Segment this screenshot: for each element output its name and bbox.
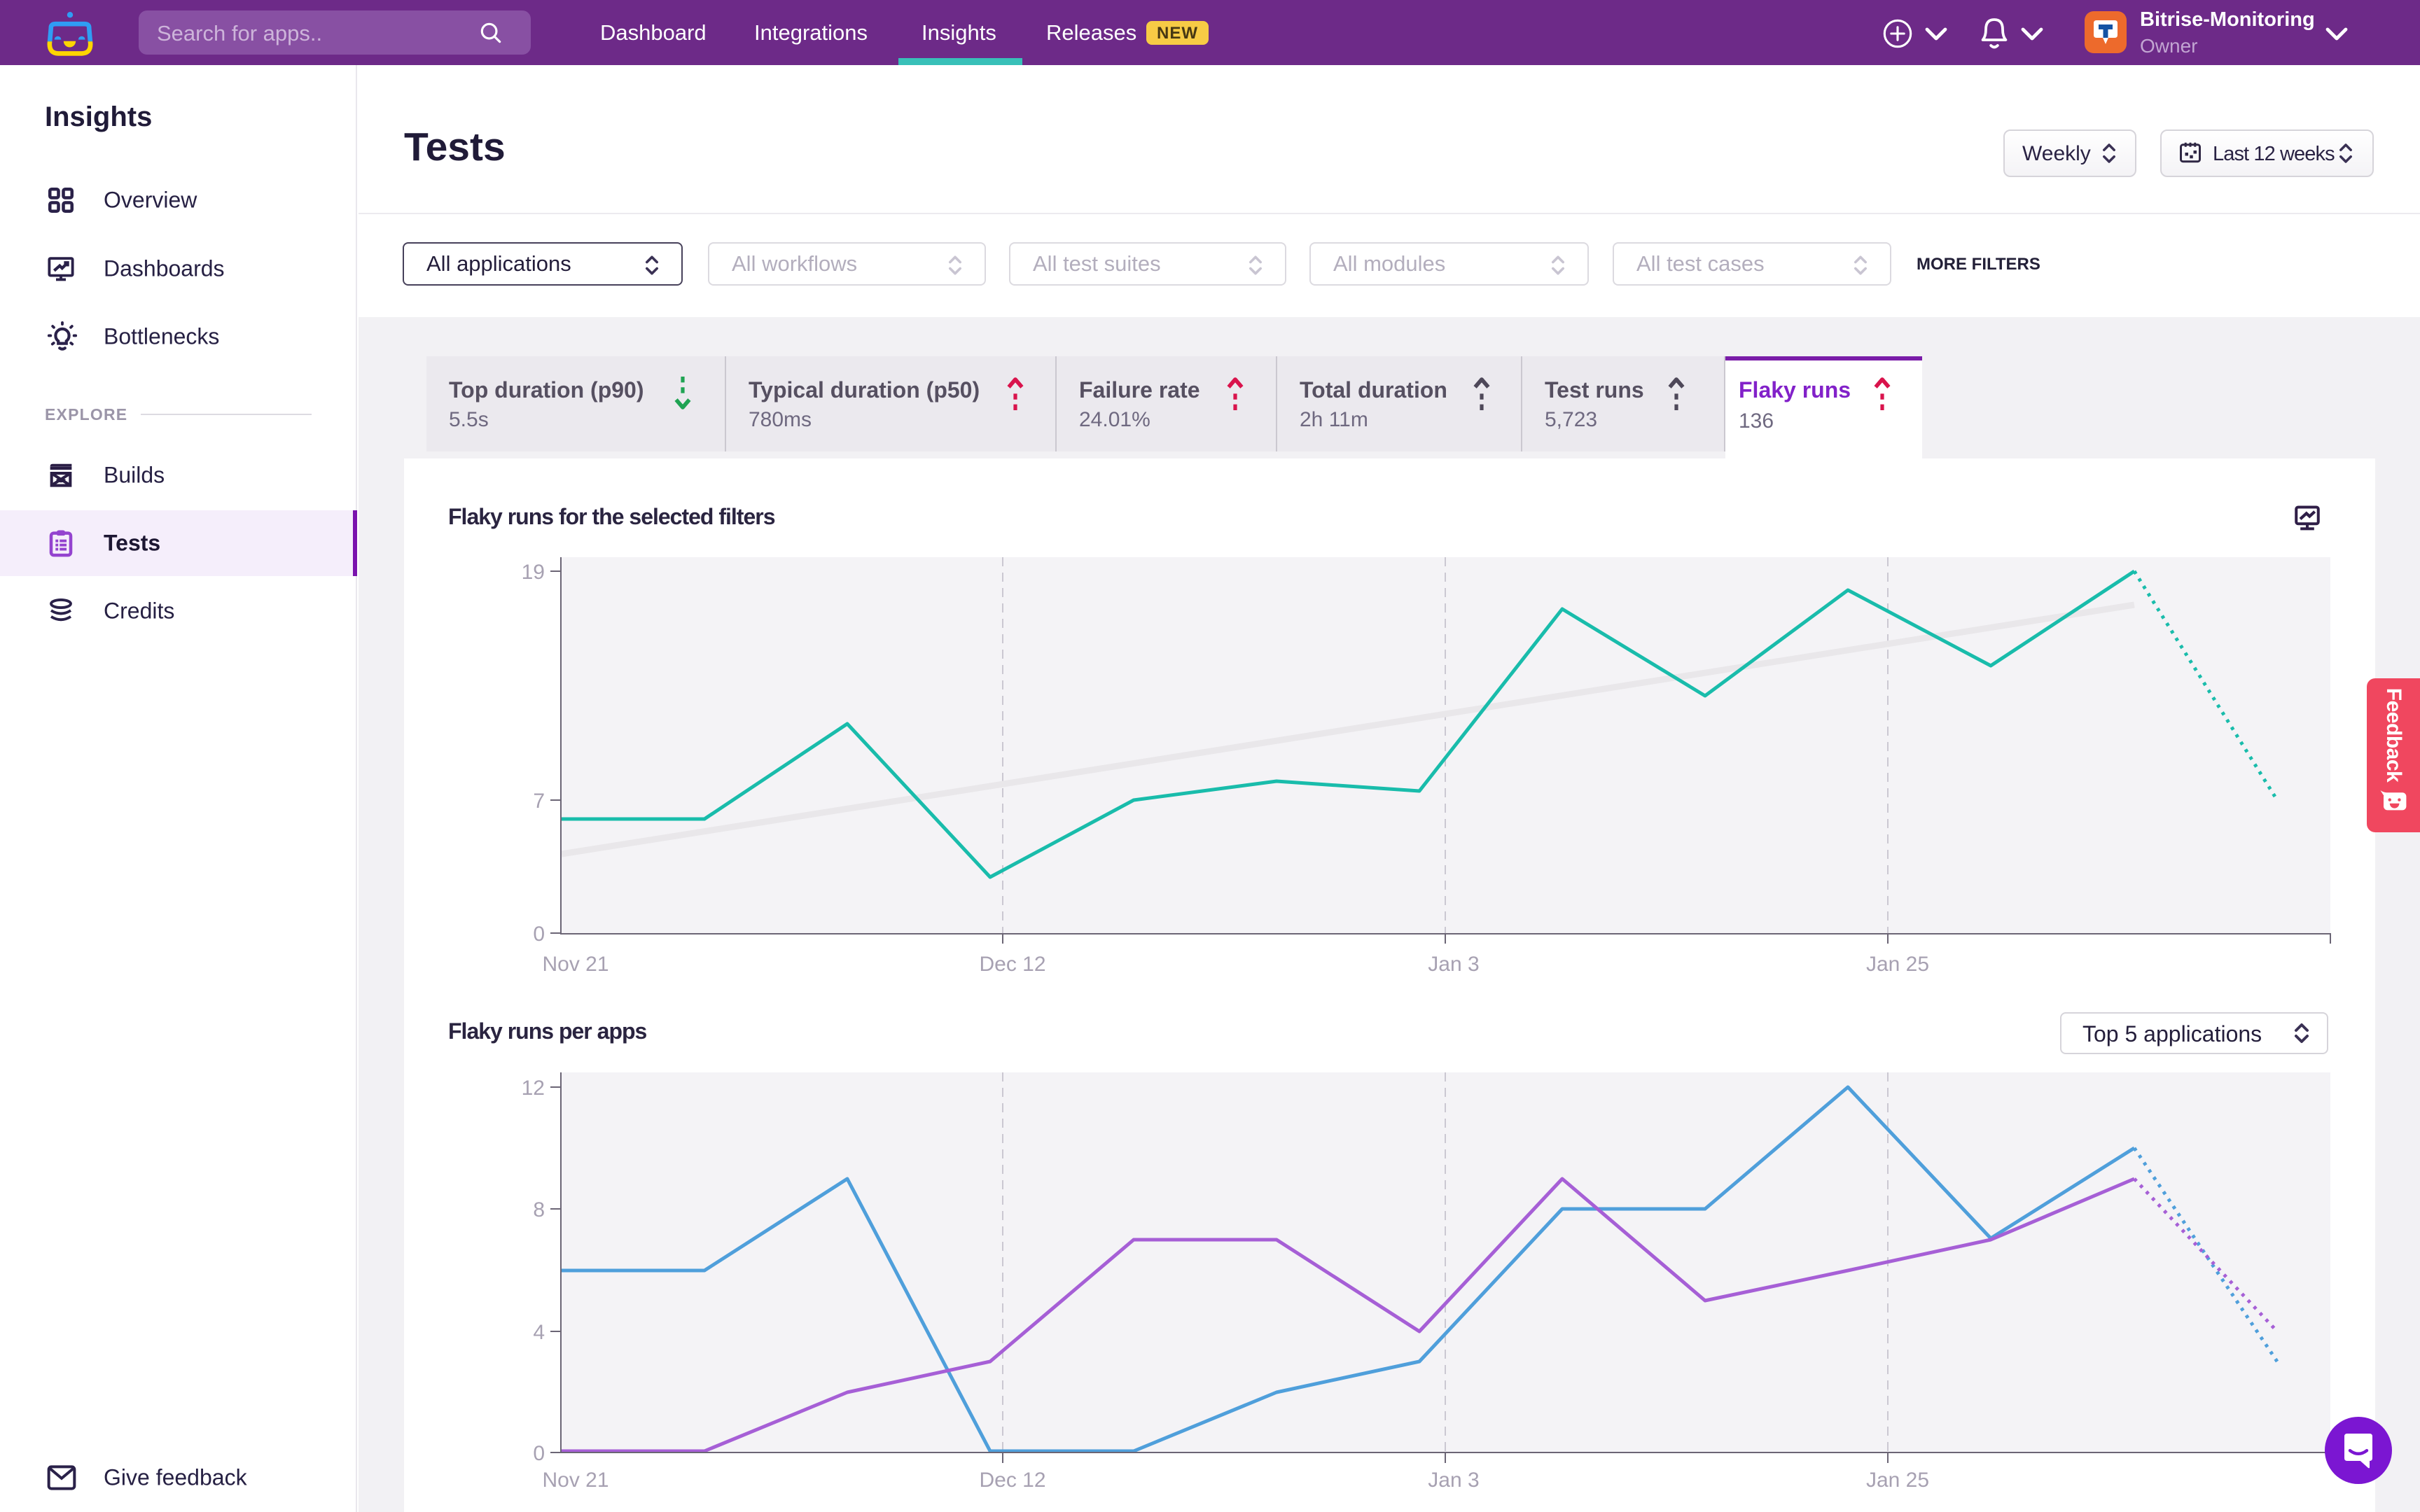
svg-text:8: 8	[533, 1198, 545, 1222]
svg-text:19: 19	[522, 561, 545, 584]
svg-text:Jan 3: Jan 3	[1428, 1469, 1479, 1492]
svg-text:Jan 3: Jan 3	[1428, 953, 1479, 976]
svg-text:4: 4	[533, 1321, 545, 1344]
svg-text:7: 7	[533, 790, 545, 813]
svg-text:Dec 12: Dec 12	[979, 953, 1045, 976]
svg-text:Nov 21: Nov 21	[542, 1469, 609, 1492]
svg-text:0: 0	[533, 923, 545, 946]
svg-text:0: 0	[533, 1442, 545, 1465]
svg-text:Jan 25: Jan 25	[1866, 1469, 1929, 1492]
svg-text:Jan 25: Jan 25	[1866, 953, 1929, 976]
svg-text:12: 12	[522, 1077, 545, 1100]
svg-text:Nov 21: Nov 21	[542, 953, 609, 976]
svg-text:Dec 12: Dec 12	[979, 1469, 1045, 1492]
